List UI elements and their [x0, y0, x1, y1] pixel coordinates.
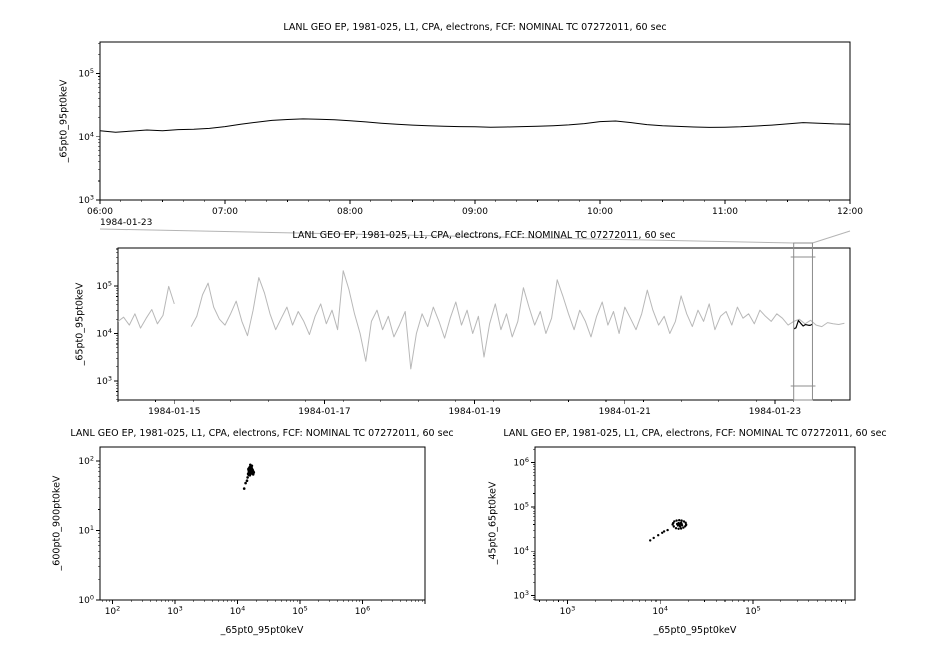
svg-text:103: 103 — [78, 194, 94, 207]
svg-text:11:00: 11:00 — [712, 207, 738, 217]
svg-text:105: 105 — [513, 500, 529, 513]
plot-area-0[interactable] — [100, 42, 850, 200]
svg-text:1984-01-21: 1984-01-21 — [599, 407, 651, 417]
svg-text:105: 105 — [745, 605, 761, 618]
svg-text:1984-01-15: 1984-01-15 — [148, 407, 200, 417]
svg-text:102: 102 — [105, 605, 121, 618]
svg-text:103: 103 — [560, 605, 576, 618]
svg-text:102: 102 — [78, 454, 94, 467]
top-panel-title: LANL GEO EP, 1981-025, L1, CPA, electron… — [283, 22, 667, 33]
scatter-left-xlabel: _65pt0_95pt0keV — [220, 625, 304, 636]
plot-area-3[interactable] — [535, 447, 855, 600]
svg-text:08:00: 08:00 — [337, 207, 363, 217]
zoom-linkage — [99, 228, 851, 401]
series-flux-correlation-loop-points — [649, 519, 688, 542]
svg-text:103: 103 — [167, 605, 183, 618]
svg-text:101: 101 — [78, 524, 94, 537]
svg-text:09:00: 09:00 — [462, 207, 488, 217]
start-date-label: 1984-01-23 — [100, 218, 153, 228]
scatter-right-ylabel: _45pt0_65pt0keV — [487, 481, 499, 565]
scatter-right-title: LANL GEO EP, 1981-025, L1, CPA, electron… — [503, 428, 887, 439]
svg-text:1984-01-23: 1984-01-23 — [749, 407, 801, 417]
svg-text:1984-01-19: 1984-01-19 — [448, 407, 501, 417]
svg-text:10:00: 10:00 — [587, 207, 613, 217]
top-panel-ylabel: _65pt0_95pt0keV — [58, 79, 70, 163]
svg-text:103: 103 — [513, 589, 529, 602]
svg-text:105: 105 — [78, 67, 94, 80]
svg-text:07:00: 07:00 — [212, 207, 238, 217]
svg-text:104: 104 — [513, 545, 529, 558]
scatter-left-ylabel: _600pt0_900pt0keV — [51, 475, 63, 571]
series-flux-correlation-points — [242, 463, 256, 490]
context-panel-title: LANL GEO EP, 1981-025, L1, CPA, electron… — [292, 230, 676, 241]
svg-text:105: 105 — [292, 605, 308, 618]
scatter-600-900-vs-65-95: 100 101 102 102 103 104 105 106 — [78, 446, 426, 618]
svg-text:06:00: 06:00 — [87, 207, 113, 217]
series-electron-flux-65-95keV-context — [117, 270, 845, 370]
context-panel-ylabel: _65pt0_95pt0keV — [74, 282, 86, 366]
plot-area-1[interactable] — [118, 248, 850, 400]
svg-text:106: 106 — [513, 456, 529, 469]
overview-timeseries: 103 104 105 06:00 07:00 08:00 09:00 10:00 11:00 1… — [78, 41, 863, 217]
series-selected-interval-highlight — [793, 319, 813, 330]
selection-box[interactable] — [793, 242, 813, 401]
svg-text:104: 104 — [96, 327, 112, 340]
scatter-45-65-vs-65-95: 103 104 105 106 103 104 105 — [513, 446, 856, 618]
svg-text:106: 106 — [355, 605, 371, 618]
plot-area-2[interactable] — [100, 447, 425, 600]
scatter-right-xlabel: _65pt0_95pt0keV — [653, 625, 737, 636]
svg-text:104: 104 — [78, 130, 94, 143]
svg-text:104: 104 — [652, 605, 668, 618]
svg-text:104: 104 — [230, 605, 246, 618]
context-timeseries: 103 104 105 1984-01-15 1984-01-17 1984-01-19 1… — [96, 247, 851, 417]
svg-text:103: 103 — [96, 375, 112, 388]
scatter-left-title: LANL GEO EP, 1981-025, L1, CPA, electron… — [70, 428, 454, 439]
svg-text:1984-01-17: 1984-01-17 — [298, 407, 350, 417]
svg-text:12:00: 12:00 — [837, 207, 863, 217]
series-electron-flux-65-95keV — [99, 118, 851, 133]
svg-text:105: 105 — [96, 280, 112, 293]
svg-text:100: 100 — [78, 594, 94, 607]
